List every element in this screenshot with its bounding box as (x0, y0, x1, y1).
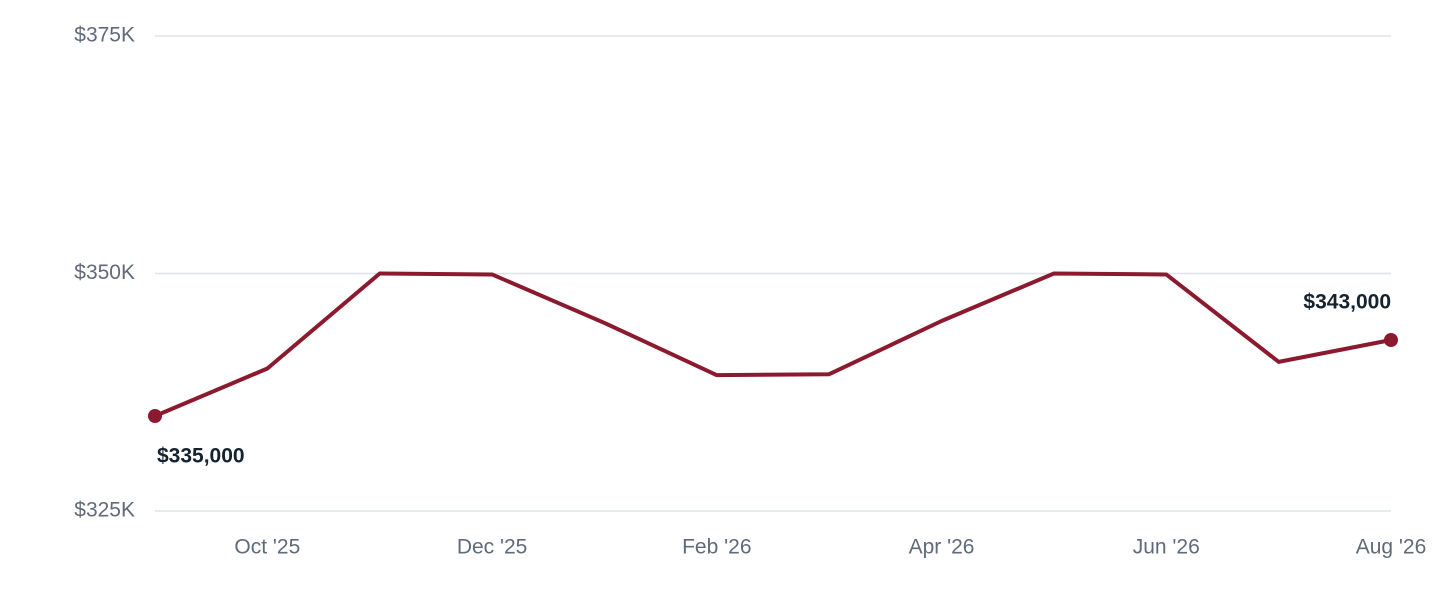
y-tick-label: $350K (74, 261, 135, 284)
data-label: $335,000 (157, 445, 245, 468)
x-tick-label: Jun '26 (1133, 536, 1200, 559)
x-tick-label: Apr '26 (909, 536, 975, 559)
point (148, 409, 162, 423)
y-tick-label: $375K (74, 24, 135, 47)
y-tick-label: $325K (74, 499, 135, 522)
x-tick-label: Oct '25 (234, 536, 300, 559)
point (1384, 333, 1398, 347)
x-tick-label: Aug '26 (1356, 536, 1427, 559)
x-tick-label: Feb '26 (682, 536, 751, 559)
data-label: $343,000 (1303, 291, 1391, 314)
line (154, 271, 1392, 418)
x-tick-label: Dec '25 (457, 536, 528, 559)
